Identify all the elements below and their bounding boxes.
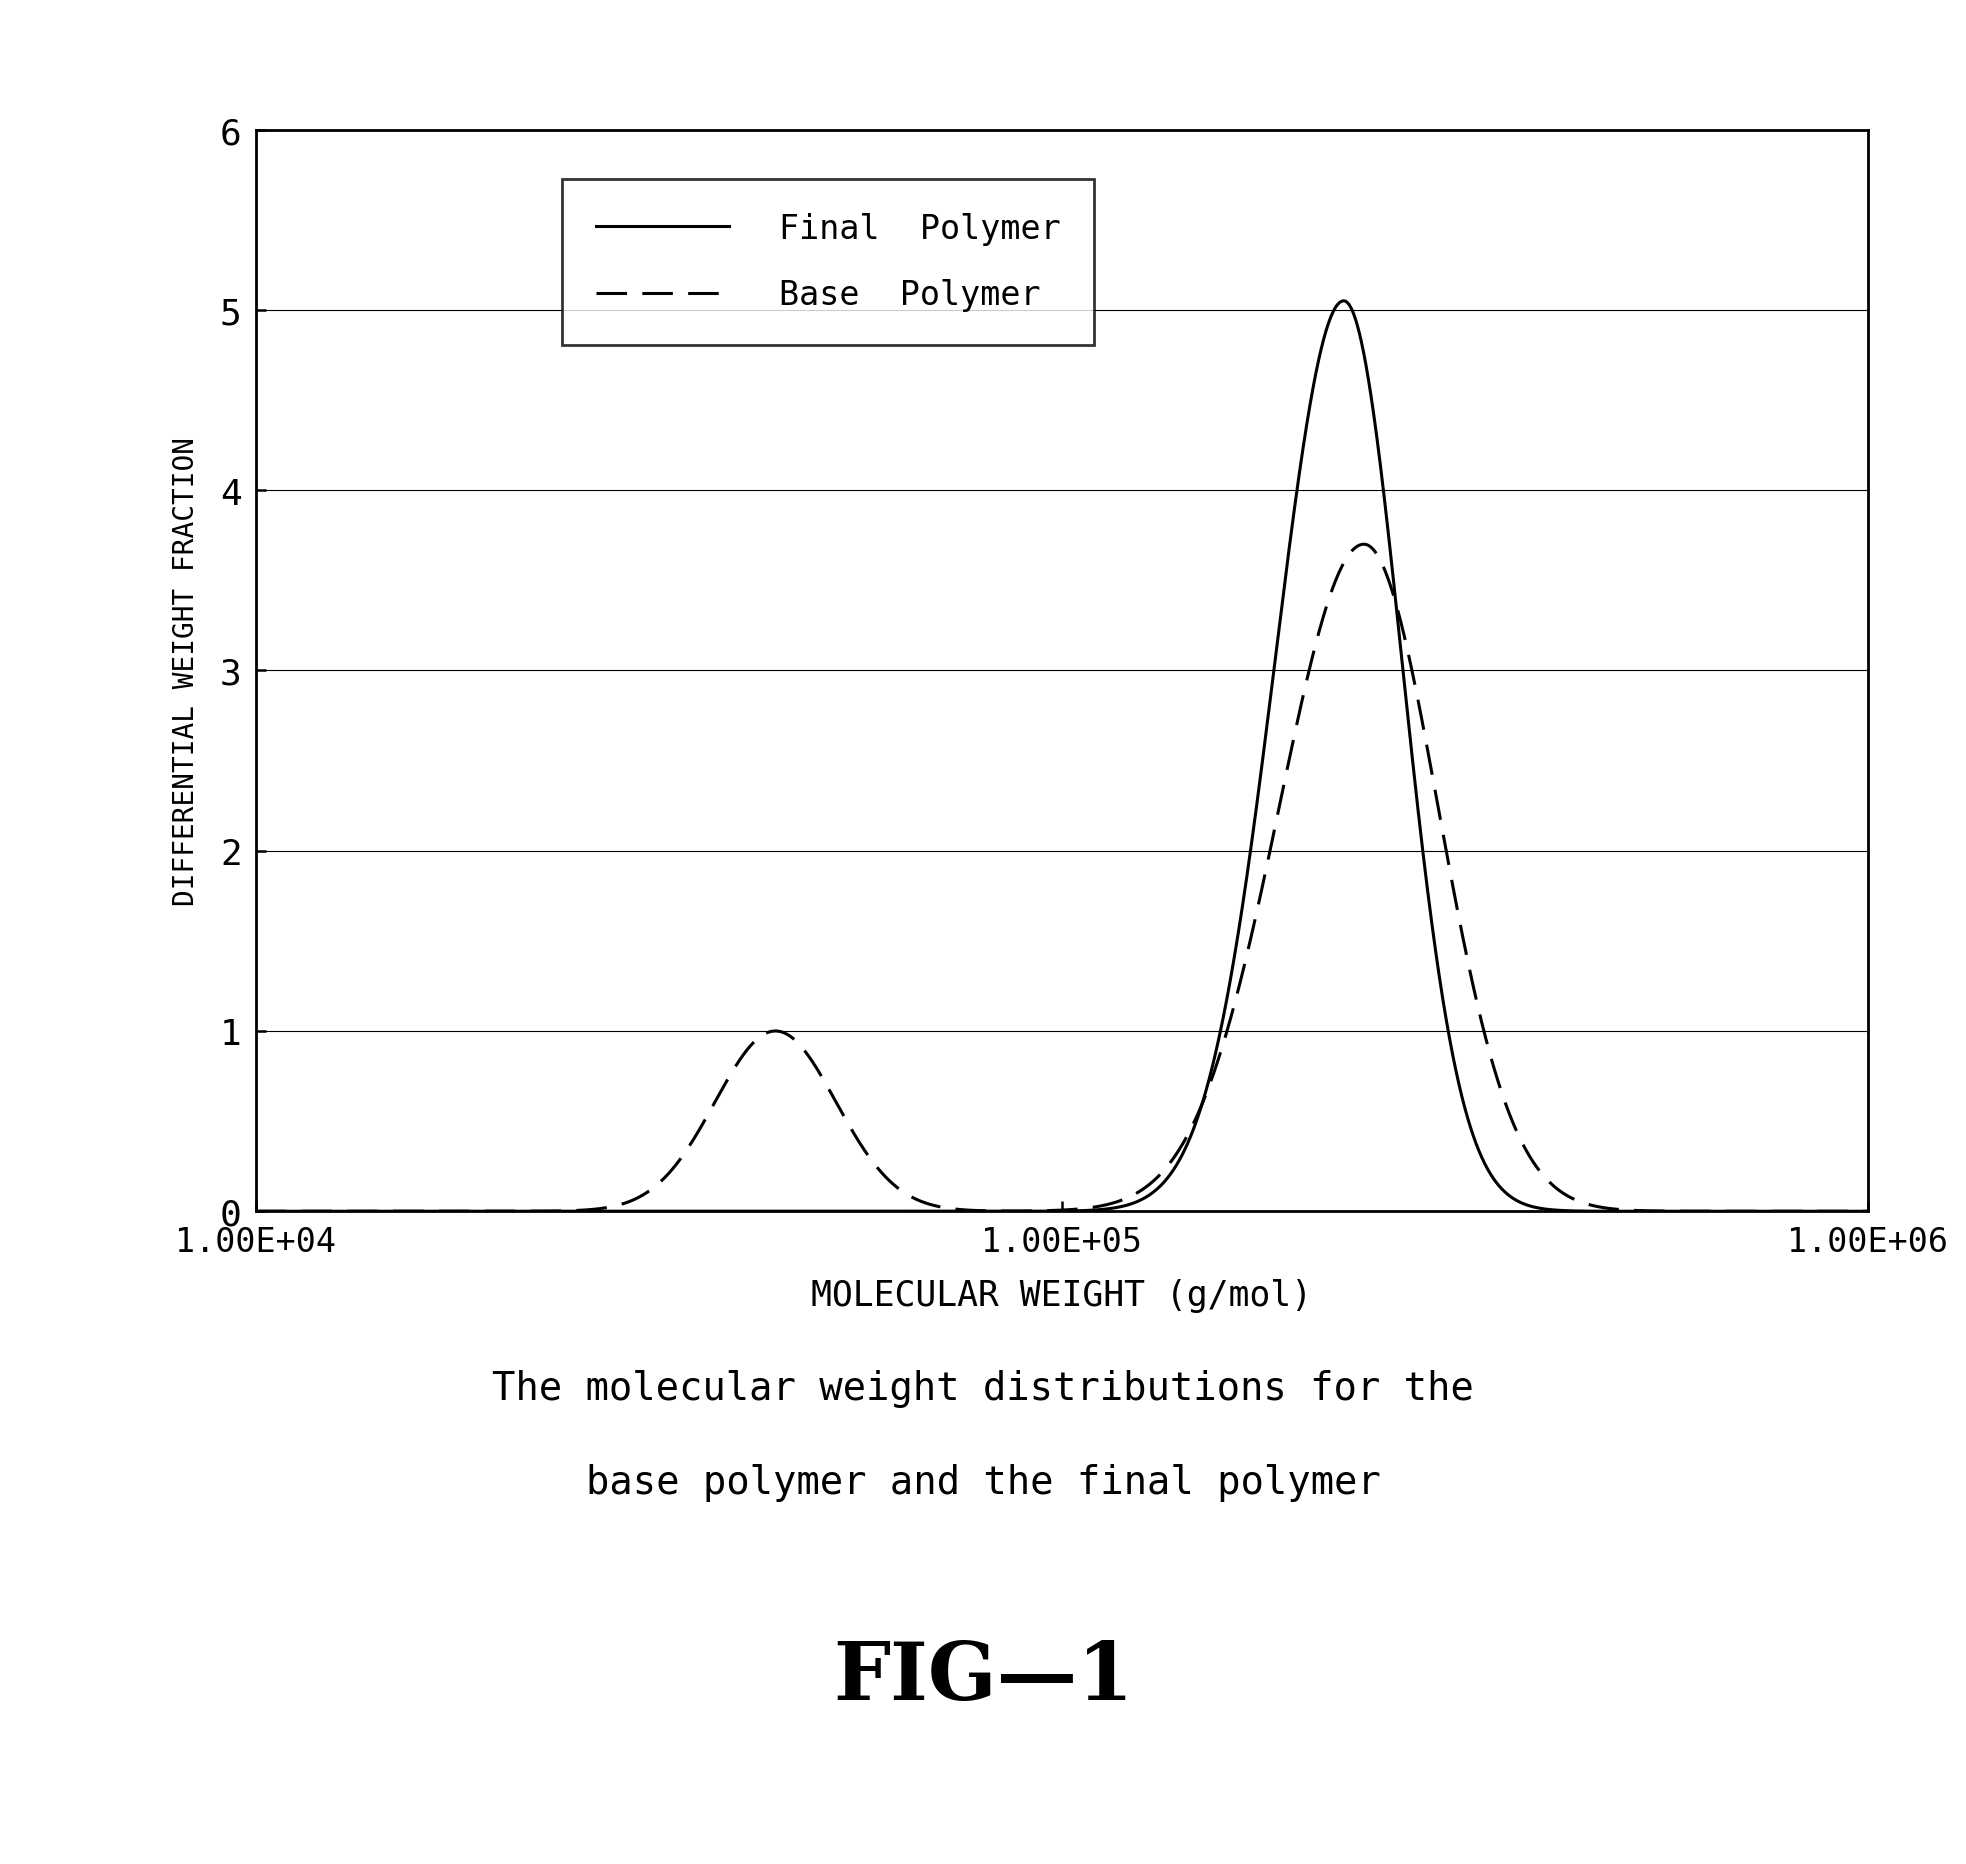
Final  Polymer [116, 1200, 140, 1223]
Final  Polymer [820, 1200, 843, 1223]
X-axis label: MOLECULAR WEIGHT (g/mol): MOLECULAR WEIGHT (g/mol) [812, 1279, 1311, 1312]
Final  Polymer [1333, 291, 1357, 313]
Base  Polymer [1795, 1200, 1819, 1223]
Text: FIG—1: FIG—1 [834, 1638, 1132, 1717]
Base  Polymer [116, 1200, 140, 1223]
Base  Polymer [1337, 544, 1360, 567]
Base  Polymer [820, 1081, 843, 1103]
Final  Polymer [1337, 295, 1360, 317]
Base  Polymer [2, 1200, 26, 1223]
Final  Polymer [2, 1200, 26, 1223]
Line: Final  Polymer: Final Polymer [14, 302, 1966, 1212]
Text: base polymer and the final polymer: base polymer and the final polymer [586, 1463, 1380, 1501]
Text: The molecular weight distributions for the: The molecular weight distributions for t… [492, 1370, 1474, 1407]
Legend: Final  Polymer, Base  Polymer: Final Polymer, Base Polymer [562, 179, 1095, 345]
Final  Polymer [1795, 1200, 1819, 1223]
Base  Polymer [1437, 850, 1461, 872]
Line: Base  Polymer: Base Polymer [14, 544, 1966, 1212]
Final  Polymer [1675, 1200, 1699, 1223]
Y-axis label: DIFFERENTIAL WEIGHT FRACTION: DIFFERENTIAL WEIGHT FRACTION [173, 436, 201, 906]
Final  Polymer [1437, 1020, 1461, 1042]
Base  Polymer [1353, 533, 1376, 555]
Base  Polymer [1675, 1200, 1699, 1223]
